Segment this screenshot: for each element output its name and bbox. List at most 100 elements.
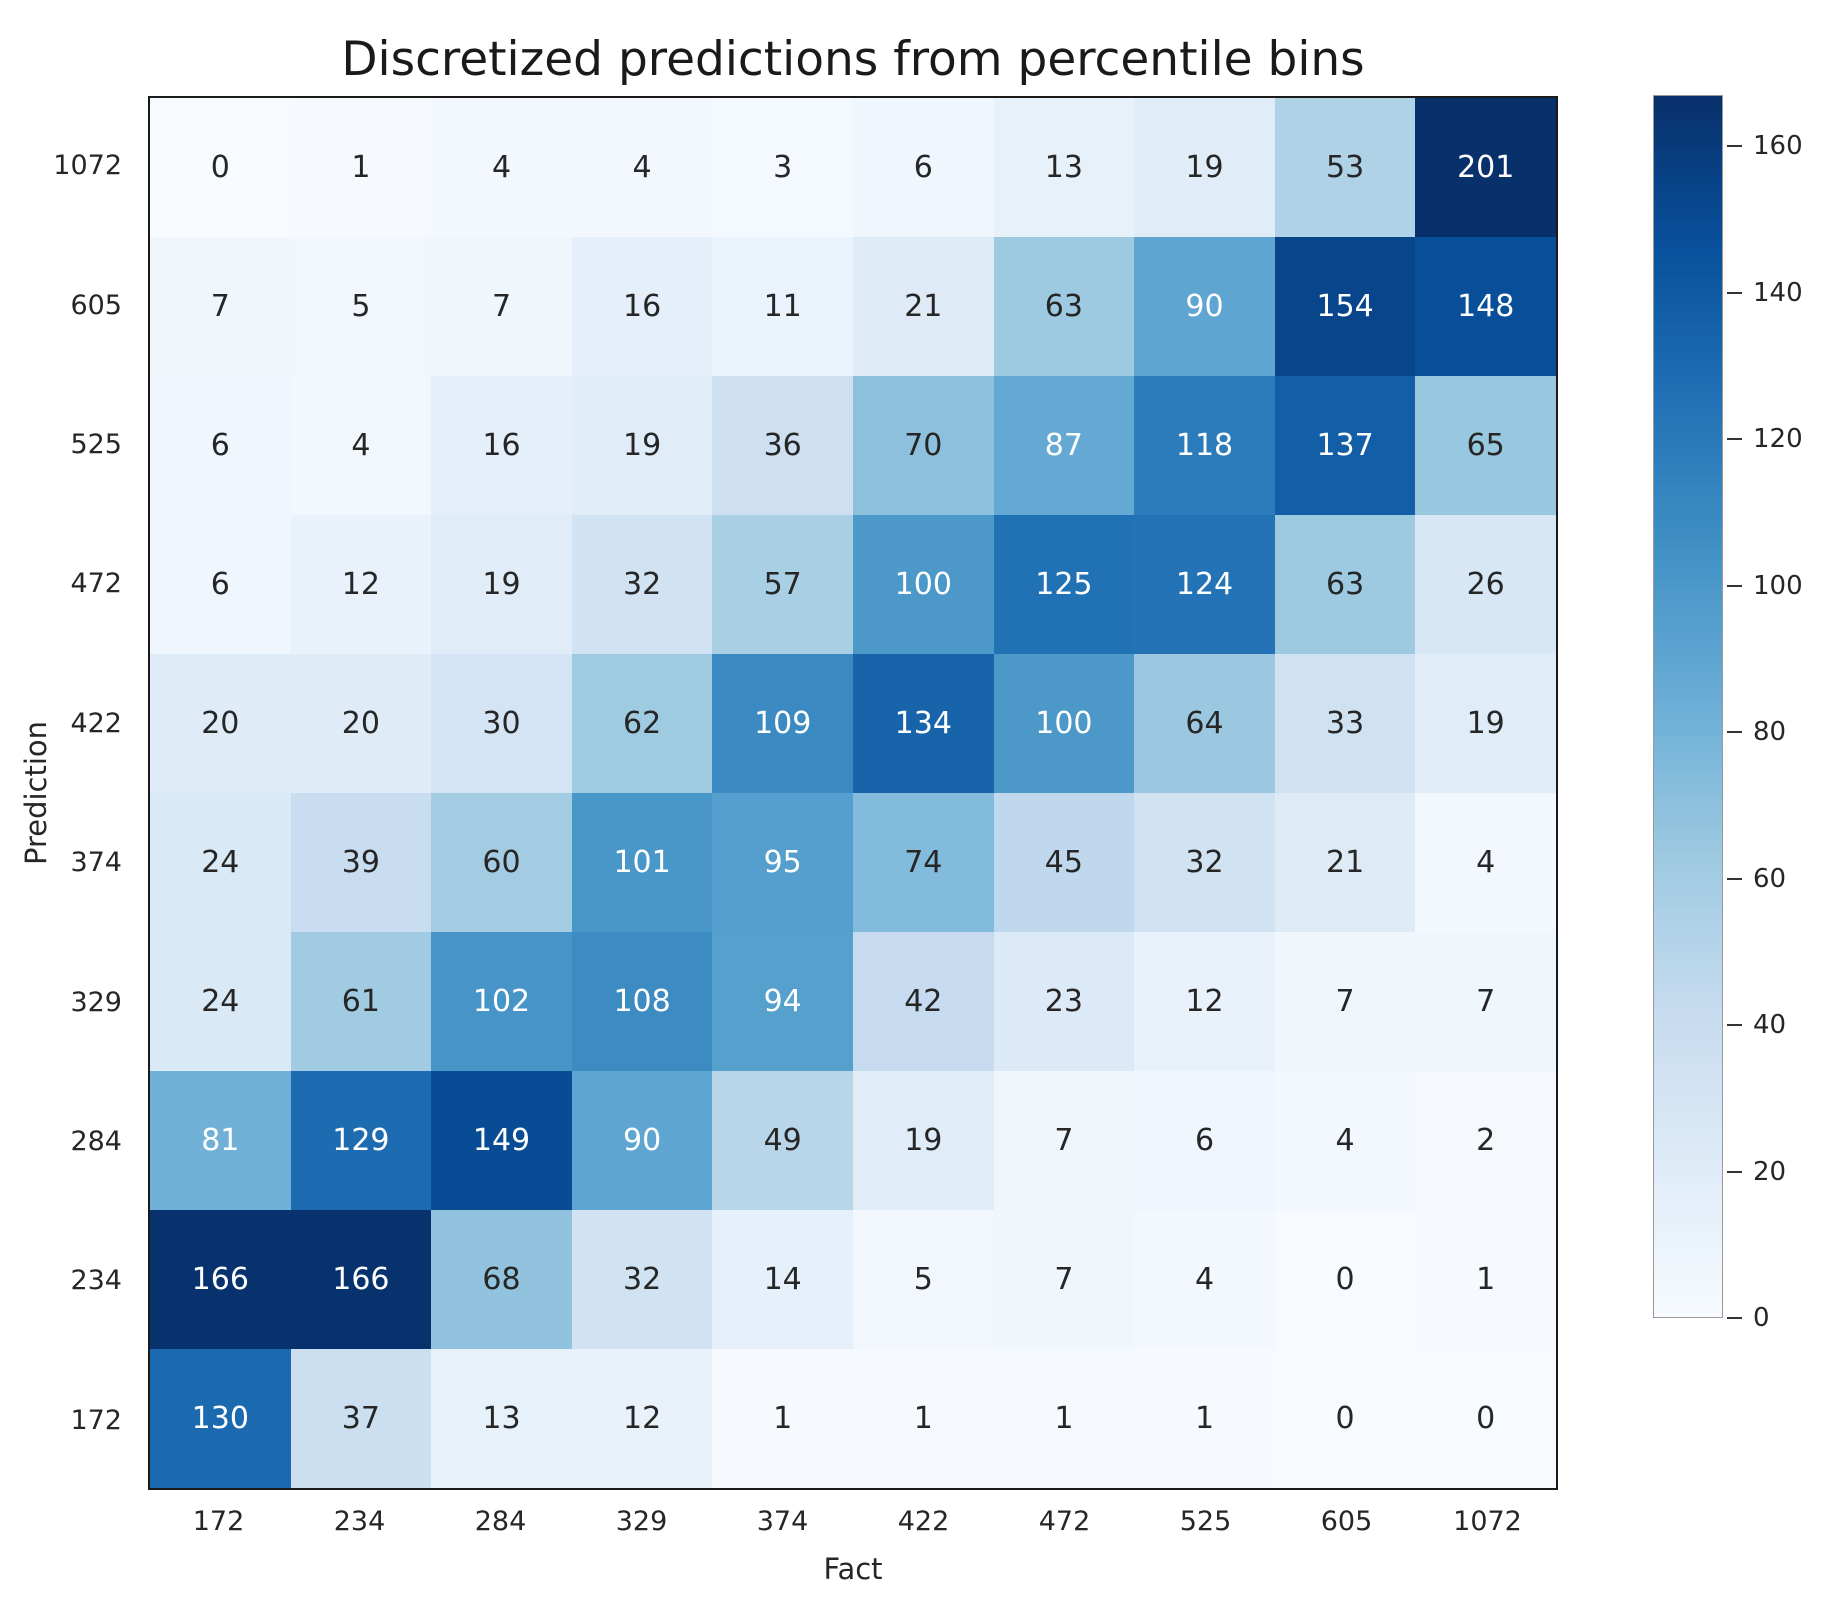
colorbar-gradient (1653, 95, 1723, 1318)
heatmap-cell: 16 (431, 376, 572, 515)
heatmap-cell: 201 (1415, 98, 1556, 237)
heatmap-cell: 33 (1274, 654, 1416, 793)
heatmap-cell: 7 (1274, 932, 1416, 1071)
colorbar-tick-mark (1727, 1170, 1742, 1173)
heatmap-cell: 21 (853, 237, 994, 376)
heatmap-cell: 81 (150, 1071, 291, 1210)
y-tick-label: 284 (70, 1125, 122, 1157)
heatmap-cell: 14 (712, 1210, 853, 1349)
colorbar-tick-mark (1727, 291, 1742, 294)
heatmap-cell: 4 (290, 376, 432, 515)
colorbar-tick-mark (1727, 731, 1742, 734)
heatmap-cell: 45 (993, 793, 1135, 932)
heatmap-cell: 137 (1274, 376, 1416, 515)
heatmap-cell: 130 (150, 1349, 291, 1488)
heatmap-cell: 61 (290, 932, 432, 1071)
x-axis-tick-labels: 172 234 284 329 374 422 472 525 605 1072 (148, 1506, 1558, 1537)
x-tick-label: 284 (474, 1506, 527, 1537)
heatmap-cell: 32 (571, 1210, 713, 1349)
heatmap-cell: 90 (571, 1071, 713, 1210)
heatmap-grid: 0 1 4 4 3 6 13 19 53 201 7 5 7 16 11 21 63 90 154 148 6 4 16 19… (148, 96, 1558, 1490)
heatmap-cell: 4 (571, 98, 713, 237)
x-tick-label: 605 (1320, 1506, 1373, 1537)
heatmap-cell: 148 (1415, 237, 1556, 376)
colorbar-tick-mark (1727, 438, 1742, 441)
x-tick-label: 172 (192, 1506, 245, 1537)
colorbar-tick-mark (1727, 584, 1742, 587)
colorbar-tick-label: 160 (1753, 131, 1803, 162)
heatmap-cell: 64 (1134, 654, 1275, 793)
heatmap-cell: 118 (1134, 376, 1275, 515)
heatmap-cell: 0 (1415, 1349, 1556, 1488)
x-tick-label: 234 (333, 1506, 386, 1537)
heatmap-cell: 6 (853, 98, 994, 237)
heatmap-cell: 124 (1134, 515, 1275, 654)
y-tick-label: 422 (70, 707, 122, 739)
colorbar-tick-mark (1727, 145, 1742, 148)
chart-title: Discretized predictions from percentile … (341, 32, 1365, 87)
heatmap-cell: 68 (431, 1210, 572, 1349)
heatmap-cell: 0 (1274, 1349, 1416, 1488)
heatmap-cell: 57 (712, 515, 853, 654)
y-tick-label: 172 (70, 1404, 122, 1436)
heatmap-cell: 26 (1415, 515, 1556, 654)
heatmap-cell: 62 (571, 654, 713, 793)
heatmap-cell: 7 (993, 1071, 1135, 1210)
heatmap-cell: 125 (993, 515, 1135, 654)
heatmap-cell: 95 (712, 793, 853, 932)
heatmap-cell: 39 (290, 793, 432, 932)
y-tick-label: 234 (70, 1265, 122, 1297)
colorbar-tick-label: 120 (1753, 424, 1803, 455)
heatmap-cell: 53 (1274, 98, 1416, 237)
heatmap-cell: 4 (1134, 1210, 1275, 1349)
heatmap-cell: 108 (571, 932, 713, 1071)
heatmap-cell: 60 (431, 793, 572, 932)
y-tick-label: 605 (70, 289, 122, 321)
heatmap-cell: 94 (712, 932, 853, 1071)
heatmap-cell: 70 (853, 376, 994, 515)
heatmap-cell: 166 (150, 1210, 291, 1349)
heatmap-cell: 1 (993, 1349, 1135, 1488)
heatmap-cell: 101 (571, 793, 713, 932)
heatmap-cell: 87 (993, 376, 1135, 515)
heatmap-cell: 6 (150, 376, 291, 515)
heatmap-cell: 4 (431, 98, 572, 237)
heatmap-cell: 24 (150, 932, 291, 1071)
heatmap-cell: 19 (1415, 654, 1556, 793)
colorbar-tick-labels: 0 20 40 60 80 100 120 140 160 (1723, 95, 1832, 1333)
heatmap-cell: 13 (993, 98, 1135, 237)
heatmap-cell: 30 (431, 654, 572, 793)
heatmap-cell: 19 (853, 1071, 994, 1210)
heatmap-cell: 2 (1415, 1071, 1556, 1210)
heatmap-cell: 0 (1274, 1210, 1416, 1349)
heatmap-cell: 1 (290, 98, 432, 237)
heatmap-cell: 0 (150, 98, 291, 237)
heatmap-cell: 100 (853, 515, 994, 654)
heatmap-cell: 7 (993, 1210, 1135, 1349)
y-tick-label: 1072 (53, 150, 122, 182)
heatmap-cell: 19 (571, 376, 713, 515)
heatmap-cell: 7 (150, 237, 291, 376)
heatmap-cell: 19 (431, 515, 572, 654)
heatmap-cell: 42 (853, 932, 994, 1071)
heatmap-cell: 100 (993, 654, 1135, 793)
colorbar-tick-label: 80 (1753, 717, 1787, 748)
heatmap-cell: 149 (431, 1071, 572, 1210)
heatmap-cell: 37 (290, 1349, 432, 1488)
y-axis-tick-labels: 1072 605 525 472 422 374 329 284 234 172 (0, 96, 136, 1490)
heatmap-cell: 4 (1274, 1071, 1416, 1210)
heatmap-cell: 63 (993, 237, 1135, 376)
heatmap-cell: 11 (712, 237, 853, 376)
heatmap-cell: 32 (571, 515, 713, 654)
heatmap-cell: 49 (712, 1071, 853, 1210)
heatmap-cell: 6 (150, 515, 291, 654)
heatmap-cell: 19 (1134, 98, 1275, 237)
heatmap-cell: 1 (853, 1349, 994, 1488)
heatmap-cell: 134 (853, 654, 994, 793)
heatmap-cell: 1 (1134, 1349, 1275, 1488)
y-tick-label: 525 (70, 428, 122, 460)
heatmap-cell: 65 (1415, 376, 1556, 515)
heatmap-cell: 16 (571, 237, 713, 376)
x-tick-label: 422 (897, 1506, 950, 1537)
